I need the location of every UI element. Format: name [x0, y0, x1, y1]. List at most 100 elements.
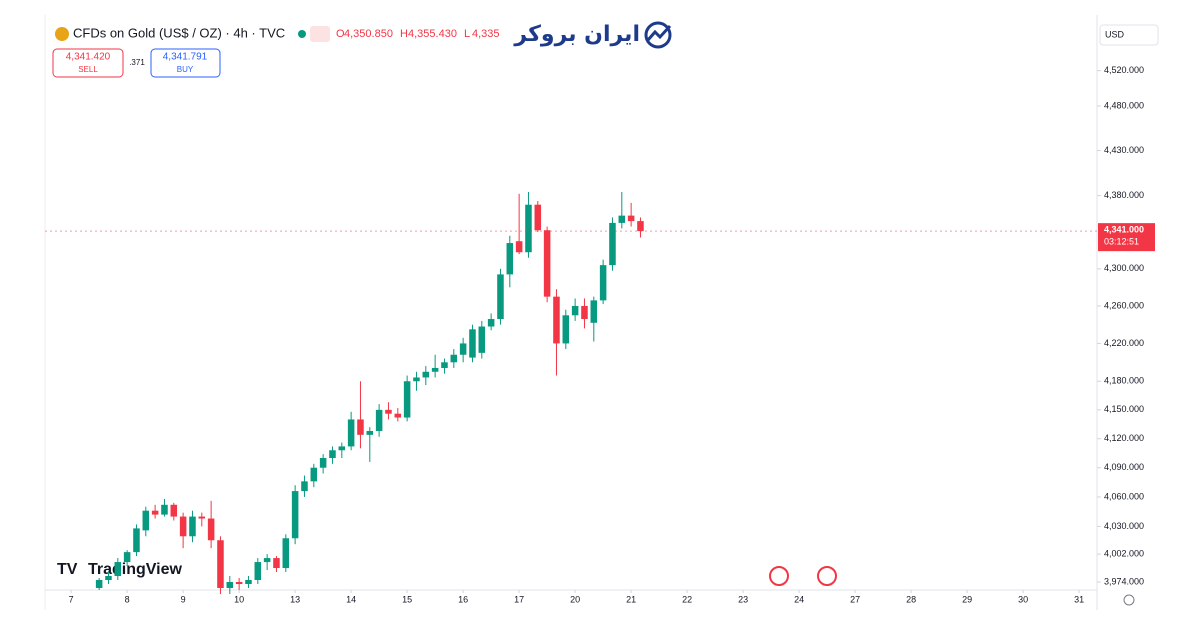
candle-body: [142, 510, 150, 531]
candle-body: [562, 315, 570, 344]
y-tick-label: 4,090.000: [1104, 462, 1144, 472]
candle-body: [198, 516, 206, 519]
candle-body: [403, 381, 411, 418]
x-tick-label: 14: [346, 594, 356, 604]
delay-badge: [310, 26, 330, 42]
y-tick-label: 4,380.000: [1104, 190, 1144, 200]
brand-icon: [644, 21, 672, 49]
ohlc-key: O: [336, 28, 345, 40]
candle-body: [375, 409, 383, 431]
candle-body: [347, 419, 355, 447]
candle-body: [114, 562, 122, 577]
candle-body: [459, 343, 467, 355]
candle-body: [217, 540, 224, 588]
candle-body: [179, 516, 187, 537]
x-tick-label: 21: [626, 594, 636, 604]
candle-body: [553, 296, 560, 344]
candle-body: [627, 215, 635, 222]
candle-body: [506, 243, 514, 275]
candle-body: [366, 430, 374, 435]
watermark: TradingView: [88, 561, 183, 578]
ohlc-value: 4,355.430: [408, 28, 457, 40]
candle-body: [571, 305, 579, 316]
y-tick-label: 4,260.000: [1104, 300, 1144, 310]
candle-body: [385, 409, 392, 414]
candle-body: [319, 458, 327, 468]
y-tick-label: 4,002.000: [1104, 548, 1144, 558]
candle-body: [487, 319, 495, 327]
candle-body: [189, 516, 196, 537]
y-tick-label: 4,480.000: [1104, 100, 1144, 110]
market-status: [298, 30, 306, 38]
currency: USD: [1105, 29, 1125, 39]
y-tick-label: 4,060.000: [1104, 491, 1144, 501]
candle-body: [151, 510, 159, 515]
candle-body: [357, 419, 364, 435]
candle-body: [291, 491, 299, 539]
x-tick-label: 29: [962, 594, 972, 604]
candle-body: [422, 371, 430, 378]
plot: 4,520.000 4,480.000 4,430.000 4,380.000 4,30…: [69, 65, 1144, 604]
sell-button[interactable]: [52, 48, 124, 78]
brand-name: ایران بروکر: [513, 22, 640, 47]
candle-body: [226, 581, 234, 588]
price-tag-group: 4,341.000 03:12:51: [45, 223, 1155, 252]
candle-body: [590, 300, 598, 323]
ohlc-value: 4,350.850: [344, 28, 393, 40]
candle-body: [245, 579, 252, 584]
sell-label: SELL: [78, 65, 98, 74]
candle-body: [450, 354, 458, 363]
tv-mark: TV: [57, 561, 78, 578]
x-tick-label: 23: [738, 594, 748, 604]
x-tick-label: 31: [1074, 594, 1084, 604]
candle-body: [301, 481, 308, 492]
x-tick-label: 15: [402, 594, 412, 604]
x-tick-label: 13: [290, 594, 300, 604]
y-tick-label: 4,120.000: [1104, 433, 1144, 443]
candle-body: [273, 558, 280, 569]
settings-icon[interactable]: [1123, 594, 1135, 606]
candle-body: [637, 221, 644, 232]
candle-body: [207, 518, 215, 541]
candle-body: [431, 367, 439, 372]
candle-body: [497, 274, 504, 320]
sell-price: 4,341.420: [66, 52, 111, 63]
event-icon[interactable]: [817, 566, 837, 586]
candle-body: [161, 504, 168, 515]
candle-body: [515, 241, 523, 253]
candle-body: [235, 581, 243, 584]
candle-body: [282, 538, 290, 569]
x-tick-label: 16: [458, 594, 468, 604]
brand-icon-arrow: [646, 24, 672, 41]
candle-body: [170, 504, 178, 517]
spread: .371: [129, 58, 145, 67]
x-tick-label: 27: [850, 594, 860, 604]
candle-body: [441, 362, 448, 368]
symbol-icon: [55, 27, 69, 41]
candle-body: [534, 204, 542, 231]
y-tick-label: 4,220.000: [1104, 338, 1144, 348]
candle-body: [478, 326, 486, 353]
x-tick-label: 28: [906, 594, 916, 604]
candle-body: [581, 305, 588, 320]
candle-body: [338, 446, 346, 451]
candle-body: [329, 450, 336, 459]
event-icon[interactable]: [769, 566, 789, 586]
y-tick-label: 4,180.000: [1104, 376, 1144, 386]
candle-body: [413, 377, 420, 382]
buy-button[interactable]: [150, 48, 221, 78]
x-tick-label: 7: [69, 594, 74, 604]
candle-body: [123, 552, 131, 563]
y-tick-label: 4,520.000: [1104, 65, 1144, 75]
countdown: 03:12:51: [1104, 237, 1139, 247]
candle-body: [263, 558, 271, 563]
x-tick-label: 22: [682, 594, 692, 604]
candle-body: [254, 562, 262, 580]
currency-button[interactable]: [1099, 24, 1159, 46]
candle-body: [543, 230, 551, 297]
y-tick-label: 4,300.000: [1104, 263, 1144, 273]
y-tick-label: 4,430.000: [1104, 145, 1144, 155]
last-price-tag: [1098, 223, 1155, 252]
y-tick-label: 3,974.000: [1104, 576, 1144, 586]
x-tick-label: 17: [514, 594, 524, 604]
